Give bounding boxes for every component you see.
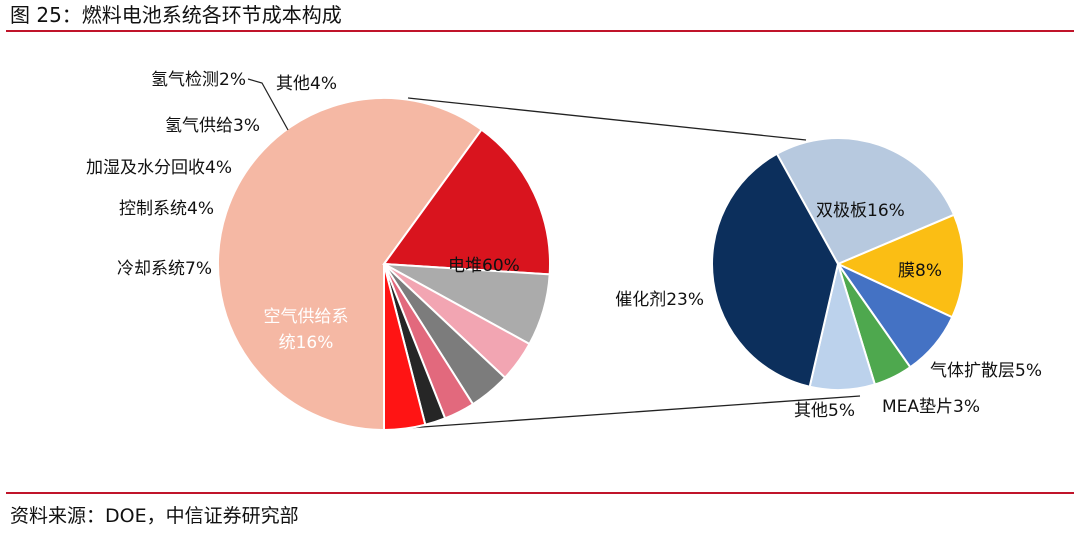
- stack-pie-slice-5: [711, 152, 840, 388]
- stack-pie-label-4: 其他5%: [794, 401, 855, 421]
- connector-line-top: [407, 97, 807, 141]
- leader-hydrogen-detect: [247, 78, 289, 131]
- bottom-rule: [6, 492, 1074, 494]
- stack-pie-label-5: 催化剂23%: [615, 290, 704, 310]
- stack-pie-label-3: MEA垫片3%: [882, 397, 980, 417]
- main-pie-label-7: 其他4%: [276, 74, 337, 94]
- stack-pie-slice-1: [835, 213, 965, 319]
- stack-pie-label-2: 气体扩散层5%: [930, 361, 1042, 381]
- top-rule: [6, 30, 1074, 32]
- main-pie-label-1: 空气供给系统16%: [264, 307, 349, 353]
- stack-pie-label-1: 膜8%: [898, 261, 942, 281]
- stack-pie: [711, 137, 965, 391]
- main-pie-label-5: 氢气供给3%: [165, 116, 260, 136]
- connector-lines: [407, 97, 861, 429]
- figure-title: 图 25：燃料电池系统各环节成本构成: [10, 3, 342, 27]
- main-pie-label-4: 加湿及水分回收4%: [86, 158, 232, 178]
- main-pie-label-2: 冷却系统7%: [117, 259, 212, 279]
- main-pie-label-6: 氢气检测2%: [151, 70, 246, 90]
- leader-lines: [247, 78, 289, 131]
- main-pie-slice-1: [382, 128, 551, 276]
- main-pie-label-3: 控制系统4%: [119, 199, 214, 219]
- connector-line-bottom: [407, 395, 861, 429]
- main-pie-slice-0: [217, 97, 483, 432]
- main-pie: [217, 97, 551, 432]
- main-pie-slice-7: [383, 263, 427, 432]
- main-pie-label-0: 电堆60%: [448, 256, 520, 276]
- stack-pie-label-0: 双极板16%: [816, 201, 905, 221]
- source-note: 资料来源：DOE，中信证券研究部: [10, 505, 299, 527]
- slice-labels: 电堆60% 空气供给系统16% 冷却系统7% 控制系统4% 加湿及水分回收4% 氢气供给3…: [86, 70, 1042, 421]
